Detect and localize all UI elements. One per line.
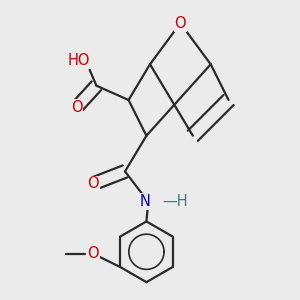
Text: O: O <box>87 246 99 261</box>
Text: HO: HO <box>68 53 90 68</box>
Text: O: O <box>175 16 186 31</box>
Text: N: N <box>140 194 151 209</box>
Text: O: O <box>71 100 82 115</box>
Text: —H: —H <box>163 194 188 209</box>
Text: O: O <box>87 176 99 191</box>
